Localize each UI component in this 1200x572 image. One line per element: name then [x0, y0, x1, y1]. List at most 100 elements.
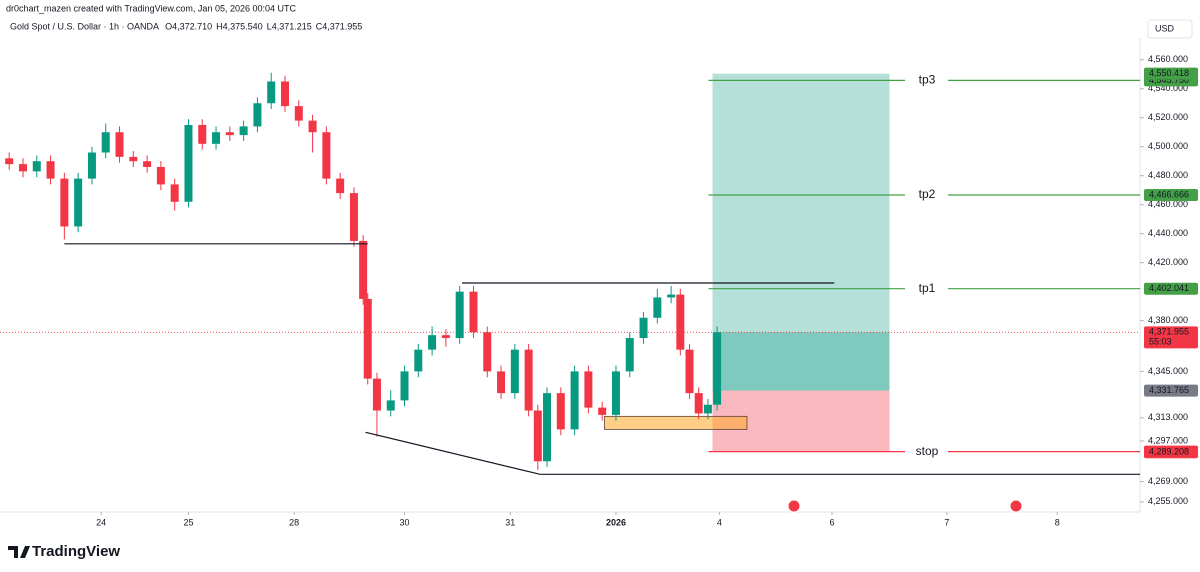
candle-body — [694, 393, 703, 414]
ohlc-key: C — [316, 21, 323, 31]
candle-body — [60, 178, 69, 227]
last-price: 4,371.955 — [1149, 327, 1189, 337]
price-label-box — [1144, 67, 1198, 80]
price-label: 4,550.418 — [1149, 68, 1189, 78]
logo-mark[interactable] — [8, 546, 30, 558]
candle-body — [685, 349, 694, 394]
y-tick-label: 4,440.000 — [1148, 228, 1188, 238]
candle-body — [703, 404, 712, 414]
ohlc-value: 4,371.215 — [272, 21, 312, 31]
price-label-box — [1144, 189, 1198, 202]
candle-body — [584, 371, 593, 408]
candle-body — [336, 178, 345, 194]
candle-body — [46, 161, 55, 179]
candle-body — [441, 335, 450, 339]
currency-box[interactable] — [1147, 19, 1193, 39]
level-name: stop — [916, 444, 939, 458]
candle-body — [598, 407, 607, 415]
candle-body — [281, 81, 289, 107]
candle-body — [308, 120, 317, 133]
candle-body — [143, 161, 152, 168]
trend-line — [365, 431, 541, 475]
candle-body — [101, 132, 110, 153]
y-tick-label: 4,560.000 — [1148, 54, 1188, 64]
candle-body — [469, 291, 478, 333]
y-tick-label: 4,313.000 — [1148, 412, 1188, 422]
price-label: 4,545.750 — [1149, 75, 1189, 85]
ohlc-key: H — [216, 21, 223, 31]
brand[interactable]: TradingView — [32, 543, 120, 560]
candle-body — [74, 178, 83, 227]
candle-body — [87, 152, 96, 179]
y-tick-label: 4,420.000 — [1148, 257, 1188, 267]
candle-body — [497, 371, 506, 394]
x-tick-label: 25 — [183, 517, 193, 527]
candle-body — [414, 349, 423, 372]
currency[interactable]: USD — [1155, 23, 1175, 33]
y-tick-label: 4,345.000 — [1148, 366, 1188, 376]
price-label: 4,466.666 — [1149, 189, 1189, 199]
ohlc-value: 4,375.540 — [223, 21, 263, 31]
candle-body — [267, 81, 276, 104]
candle-body — [455, 291, 464, 339]
plot-area — [0, 72, 1140, 470]
candle-body — [322, 132, 331, 179]
candle-body — [639, 317, 648, 339]
level-name: tp1 — [919, 281, 936, 295]
candle-body — [611, 371, 620, 415]
candle-body — [510, 349, 519, 394]
level-name: tp3 — [919, 73, 936, 87]
event-flag[interactable] — [787, 499, 801, 513]
candle-body — [570, 371, 579, 430]
overlays: tp3 tp2 tp1 stop — [64, 73, 1140, 475]
x-tick-label: 28 — [289, 517, 299, 527]
candle-body — [372, 378, 381, 411]
symbol: Gold Spot / U.S. Dollar · 1h · OANDA — [10, 21, 159, 31]
candle-body — [32, 161, 41, 172]
x-tick-label: 2026 — [606, 517, 626, 527]
candle-body — [625, 338, 634, 372]
candle-body — [363, 298, 372, 379]
candle-body — [212, 132, 221, 144]
candle-body — [667, 294, 676, 298]
y-tick-label: 4,540.000 — [1148, 83, 1188, 93]
price-label-box — [1144, 384, 1198, 397]
y-tick-label: 4,500.000 — [1148, 141, 1188, 151]
y-tick-label: 4,520.000 — [1148, 112, 1188, 122]
y-tick-label: 4,460.000 — [1148, 199, 1188, 209]
open-profit — [712, 332, 890, 391]
price-label-box — [1144, 282, 1198, 295]
candle-body — [676, 294, 685, 350]
candle-body — [170, 184, 179, 202]
candle-body — [156, 167, 165, 185]
ohlc-value: 4,371.955 — [322, 21, 362, 31]
candle-body — [359, 240, 368, 299]
ohlc-key: L — [267, 21, 272, 31]
candle-body — [225, 132, 234, 136]
candle-body — [198, 124, 207, 144]
price-label: 4,402.041 — [1149, 283, 1189, 293]
x-tick-label: 31 — [505, 517, 515, 527]
x-tick-label: 6 — [830, 517, 835, 527]
credit: dr0chart_mazen created with TradingView.… — [6, 3, 296, 13]
x-tick-label: 4 — [717, 517, 722, 527]
candle-body — [386, 400, 395, 411]
candle-body — [533, 410, 542, 462]
candle-body — [253, 103, 262, 127]
candle-body — [5, 158, 14, 165]
logo[interactable]: TradingView — [8, 543, 120, 560]
x-tick-label: 24 — [96, 517, 106, 527]
x-tick-label: 30 — [400, 517, 410, 527]
event-flags[interactable] — [787, 499, 1023, 513]
candle-body — [18, 164, 27, 172]
y-tick-label: 4,380.000 — [1148, 315, 1188, 325]
candle-body — [483, 332, 492, 372]
price-label: 4,331.765 — [1149, 385, 1189, 395]
ohlc-value: 4,372.710 — [172, 21, 212, 31]
price-label-box — [1144, 446, 1198, 459]
event-flag[interactable] — [1009, 499, 1023, 513]
price-axis: 4,560.000 4,540.000 4,520.000 4,500.000 4,48… — [1140, 54, 1198, 506]
y-tick-label: 4,297.000 — [1148, 435, 1188, 445]
